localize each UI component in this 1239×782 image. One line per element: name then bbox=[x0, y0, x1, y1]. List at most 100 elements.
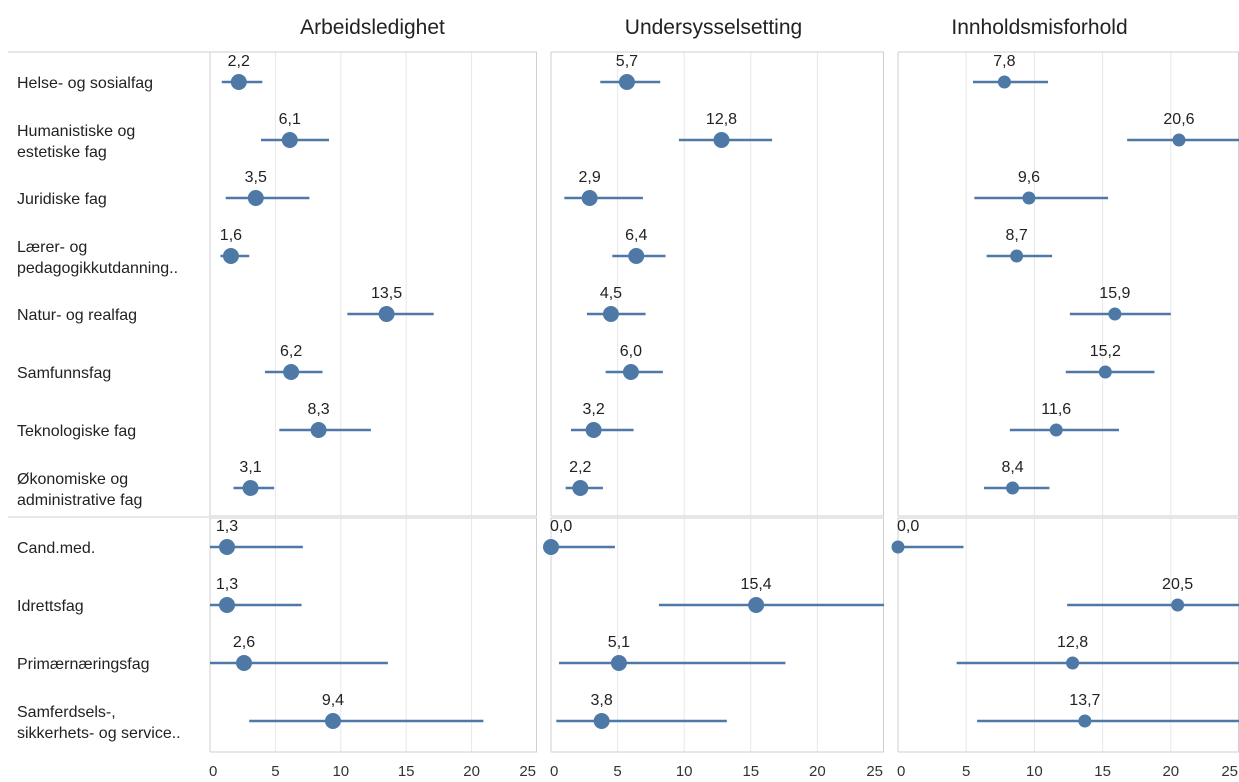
row-label: Humanistiske og bbox=[17, 123, 135, 140]
panel-title: Arbeidsledighet bbox=[300, 16, 445, 39]
data-label: 3,5 bbox=[245, 169, 267, 186]
data-point bbox=[572, 480, 589, 496]
data-point bbox=[543, 539, 559, 555]
data-point bbox=[748, 597, 765, 613]
data-point bbox=[378, 306, 395, 322]
panel-title: Undersysselsetting bbox=[625, 16, 802, 39]
data-label: 1,3 bbox=[216, 518, 238, 535]
data-point bbox=[891, 540, 905, 554]
data-label: 0,0 bbox=[550, 518, 572, 535]
data-label: 7,8 bbox=[993, 53, 1015, 70]
data-point bbox=[1172, 133, 1186, 147]
data-point bbox=[219, 597, 236, 613]
x-tick-label: 15 bbox=[398, 763, 415, 780]
row-label: Natur- og realfag bbox=[17, 307, 137, 324]
row-label: pedagogikkutdanning.. bbox=[17, 260, 178, 277]
x-tick-label: 25 bbox=[519, 763, 536, 780]
x-tick-label: 15 bbox=[1094, 763, 1111, 780]
data-point bbox=[1098, 365, 1112, 379]
data-label: 20,6 bbox=[1163, 111, 1194, 128]
data-point bbox=[236, 655, 253, 671]
data-label: 9,4 bbox=[322, 692, 344, 709]
x-tick-label: 25 bbox=[1221, 763, 1238, 780]
data-point bbox=[230, 74, 247, 90]
row-label: Samferdsels-, bbox=[17, 704, 116, 721]
row-label: Teknologiske fag bbox=[17, 423, 136, 440]
data-point bbox=[324, 713, 341, 729]
data-label: 5,7 bbox=[616, 53, 638, 70]
data-point bbox=[242, 480, 259, 496]
data-label: 5,1 bbox=[608, 634, 630, 651]
data-label: 15,2 bbox=[1090, 343, 1121, 360]
data-label: 20,5 bbox=[1162, 576, 1193, 593]
data-label: 3,1 bbox=[239, 459, 261, 476]
data-label: 2,2 bbox=[569, 459, 591, 476]
data-point bbox=[1066, 656, 1080, 670]
data-point bbox=[281, 132, 298, 148]
data-label: 12,8 bbox=[706, 111, 737, 128]
data-label: 13,7 bbox=[1069, 692, 1100, 709]
x-tick-label: 10 bbox=[1026, 763, 1043, 780]
x-tick-label: 25 bbox=[866, 763, 883, 780]
data-point bbox=[1108, 307, 1122, 321]
row-label: administrative fag bbox=[17, 492, 142, 509]
data-point bbox=[593, 713, 610, 729]
row-label: estetiske fag bbox=[17, 144, 107, 161]
data-label: 2,6 bbox=[233, 634, 255, 651]
data-label: 11,6 bbox=[1041, 401, 1071, 418]
data-label: 3,8 bbox=[590, 692, 612, 709]
x-tick-label: 5 bbox=[613, 763, 621, 780]
row-label: Økonomiske og bbox=[17, 471, 128, 488]
data-point bbox=[219, 539, 236, 555]
data-label: 2,2 bbox=[228, 53, 250, 70]
data-label: 8,3 bbox=[307, 401, 329, 418]
data-label: 1,3 bbox=[216, 576, 238, 593]
data-point bbox=[628, 248, 645, 264]
data-point bbox=[622, 364, 639, 380]
data-point bbox=[581, 190, 598, 206]
data-point bbox=[610, 655, 627, 671]
data-label: 6,0 bbox=[620, 343, 642, 360]
row-label: Helse- og sosialfag bbox=[17, 75, 153, 92]
data-label: 0,0 bbox=[897, 518, 919, 535]
data-label: 9,6 bbox=[1018, 169, 1040, 186]
x-tick-label: 20 bbox=[1162, 763, 1179, 780]
row-label: Primærnæringsfag bbox=[17, 656, 149, 673]
data-label: 8,4 bbox=[1001, 459, 1023, 476]
x-tick-label: 5 bbox=[271, 763, 279, 780]
data-point bbox=[618, 74, 635, 90]
data-point bbox=[602, 306, 619, 322]
data-point bbox=[713, 132, 730, 148]
row-label: Lærer- og bbox=[17, 239, 87, 256]
row-label: sikkerhets- og service.. bbox=[17, 725, 181, 742]
data-label: 1,6 bbox=[220, 227, 242, 244]
data-point bbox=[1022, 191, 1036, 205]
data-label: 6,1 bbox=[279, 111, 301, 128]
x-tick-label: 0 bbox=[550, 763, 558, 780]
data-point bbox=[310, 422, 327, 438]
x-tick-label: 15 bbox=[742, 763, 759, 780]
data-point bbox=[222, 248, 239, 264]
row-label: Cand.med. bbox=[17, 540, 95, 557]
data-point bbox=[1010, 249, 1024, 263]
data-label: 3,2 bbox=[582, 401, 604, 418]
data-label: 6,4 bbox=[625, 227, 647, 244]
row-label: Juridiske fag bbox=[17, 191, 107, 208]
data-label: 8,7 bbox=[1006, 227, 1028, 244]
data-point bbox=[585, 422, 602, 438]
data-point bbox=[247, 190, 264, 206]
data-label: 12,8 bbox=[1057, 634, 1088, 651]
data-label: 4,5 bbox=[600, 285, 622, 302]
data-point bbox=[997, 75, 1011, 89]
data-label: 13,5 bbox=[371, 285, 402, 302]
x-tick-label: 5 bbox=[962, 763, 970, 780]
x-tick-label: 10 bbox=[332, 763, 349, 780]
data-label: 2,9 bbox=[579, 169, 601, 186]
x-tick-label: 20 bbox=[809, 763, 826, 780]
x-tick-label: 0 bbox=[897, 763, 905, 780]
row-label: Samfunnsfag bbox=[17, 365, 111, 382]
data-point bbox=[1078, 714, 1092, 728]
data-point bbox=[1171, 598, 1185, 612]
x-tick-label: 0 bbox=[209, 763, 217, 780]
panel-title: Innholdsmisforhold bbox=[951, 16, 1127, 39]
